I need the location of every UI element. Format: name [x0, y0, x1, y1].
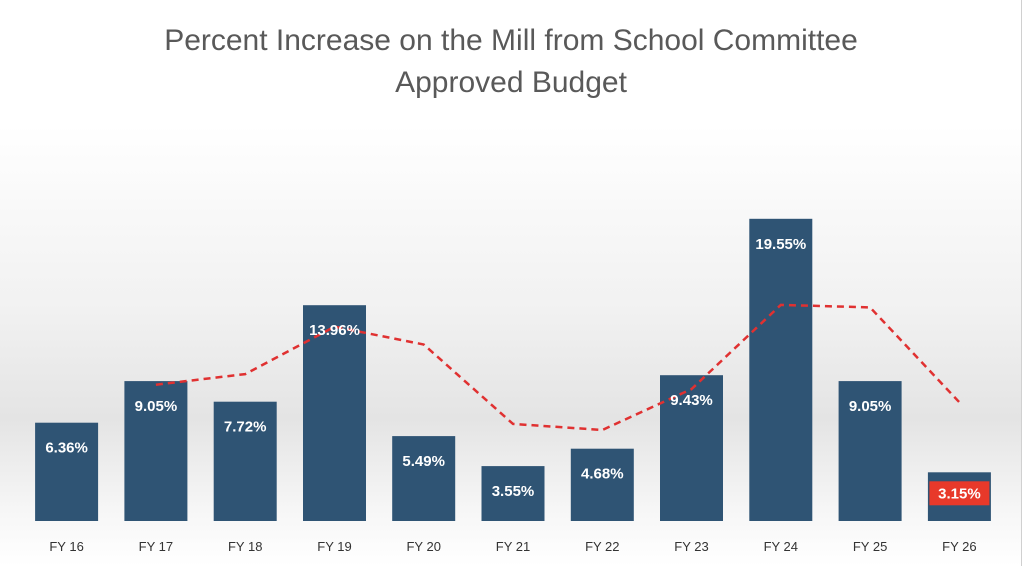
x-tick-label: FY 26: [942, 539, 976, 554]
bar-fy-18: [213, 401, 277, 521]
highlight-label-bg: [929, 481, 990, 506]
bar-fy-24: [749, 218, 813, 522]
x-tick-label: FY 17: [139, 539, 173, 554]
bar-fy-16: [35, 422, 99, 521]
bar-fy-22: [570, 448, 634, 521]
bar-fy-17: [124, 381, 188, 521]
x-tick-label: FY 21: [496, 539, 530, 554]
x-tick-label: FY 18: [228, 539, 262, 554]
x-tick-label: FY 20: [406, 539, 440, 554]
data-label: 19.55%: [755, 236, 806, 253]
data-label: 5.49%: [402, 453, 445, 470]
data-label: 6.36%: [45, 440, 88, 457]
data-label: 3.55%: [492, 483, 535, 500]
data-label: 9.43%: [670, 392, 713, 409]
data-label: 4.68%: [581, 466, 624, 483]
data-label: 13.96%: [309, 322, 360, 339]
data-label: 9.05%: [849, 398, 892, 415]
data-label: 9.05%: [135, 398, 178, 415]
x-tick-label: FY 16: [49, 539, 83, 554]
data-label: 3.15%: [938, 485, 981, 502]
bar-fy-25: [838, 381, 902, 521]
bar-fy-20: [392, 436, 456, 521]
x-tick-label: FY 25: [853, 539, 887, 554]
trend-line: [155, 303, 961, 432]
chart-title-line-2: Approved Budget: [395, 66, 628, 99]
bar-fy-21: [481, 466, 545, 521]
x-tick-label: FY 19: [317, 539, 351, 554]
chart-title-line-1: Percent Increase on the Mill from School…: [164, 24, 858, 57]
x-tick-label: FY 23: [674, 539, 708, 554]
x-tick-label: FY 24: [764, 539, 798, 554]
bar-fy-19: [303, 305, 366, 521]
data-label: 7.72%: [224, 419, 267, 436]
x-tick-label: FY 22: [585, 539, 619, 554]
